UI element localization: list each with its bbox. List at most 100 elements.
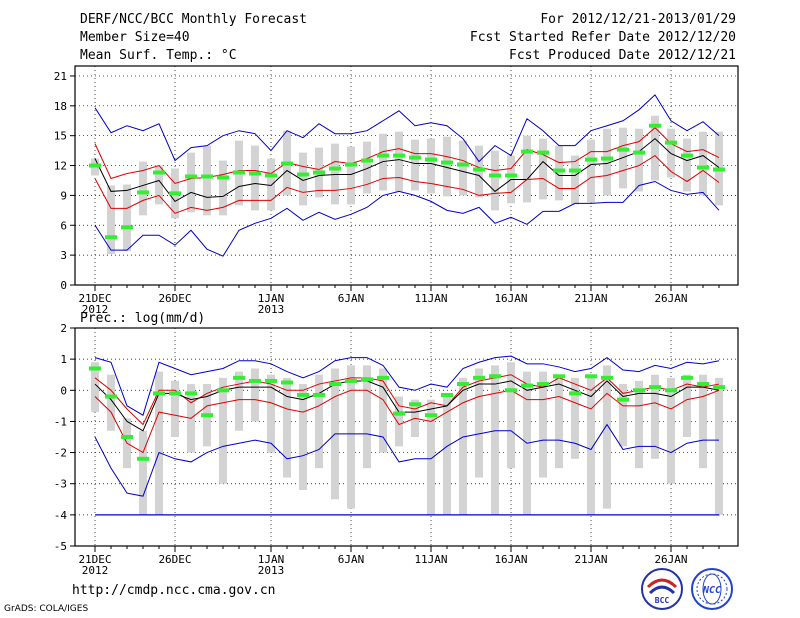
series-min [94,423,719,497]
observed-mark [137,190,149,195]
observed-mark [329,166,341,171]
observed-mark [89,366,101,371]
ensemble-box [571,377,579,459]
ensemble-box [635,380,643,469]
observed-mark [489,374,501,379]
y-tick-label: 15 [54,130,67,143]
y-tick-label: 0 [60,384,67,397]
observed-mark [297,392,309,397]
observed-mark [393,153,405,158]
observed-mark [217,175,229,180]
observed-mark [489,173,501,178]
series-median [94,138,720,203]
observed-mark [249,378,261,383]
ensemble-box [219,160,227,216]
observed-mark [137,456,149,461]
y-tick-label: -5 [54,540,67,553]
observed-mark [649,123,661,128]
source-url[interactable]: http://cmdp.ncc.cma.gov.cn [72,583,276,598]
grads-credit: GrADS: COLA/IGES [4,604,89,614]
precip-variable-label: Prec.: log(mm/d) [80,311,206,326]
ncc-logo: NCC [691,568,733,610]
observed-mark [585,157,597,162]
ensemble-box [651,115,659,181]
ensemble-box [619,384,627,447]
observed-mark [313,392,325,397]
svg-text:NCC: NCC [702,585,721,596]
observed-mark [281,161,293,166]
x-tick-label: 26JAN [654,292,687,305]
ensemble-box [187,152,195,213]
member-size: Member Size=40 [80,30,190,45]
x-tick-year-label: 2013 [258,303,285,316]
ensemble-box [491,150,499,211]
ensemble-box [475,368,483,478]
observed-mark [553,168,565,173]
ensemble-box [299,384,307,490]
ensemble-box [251,368,259,422]
observed-mark [505,388,517,393]
observed-mark [537,382,549,387]
observed-mark [585,374,597,379]
plot-frame [74,65,739,286]
ensemble-box [395,396,403,447]
observed-mark [201,413,213,418]
y-tick-label: -4 [54,509,68,522]
y-tick-label: 1 [60,353,67,366]
series-upper_inner [94,127,720,185]
x-tick-label: 26DEC [158,292,191,305]
ensemble-box [107,374,115,431]
observed-mark [601,156,613,161]
observed-mark [681,153,693,158]
ensemble-box [363,365,371,469]
observed-mark [233,170,245,175]
observed-mark [569,391,581,396]
observed-mark [409,155,421,160]
observed-mark [537,150,549,155]
ensemble-box [139,430,147,515]
y-tick-label: -3 [54,478,67,491]
observed-mark [105,394,117,399]
observed-mark [233,375,245,380]
observed-mark [505,173,517,178]
observed-mark [217,388,229,393]
ensemble-box [507,362,515,469]
observed-mark [665,388,677,393]
ensemble-box [139,161,147,216]
observed-mark [569,168,581,173]
y-tick-label: 6 [60,219,67,232]
observed-mark [441,392,453,397]
observed-mark [377,375,389,380]
svg-text:BCC: BCC [655,596,670,605]
ensemble-box [155,371,163,515]
bcc-logo: BCC [641,568,683,610]
ensemble-box [395,131,403,192]
x-tick-label: 21DEC [78,292,111,305]
observed-mark [105,235,117,240]
observed-mark [153,391,165,396]
observed-mark [521,149,533,154]
ensemble-box [603,128,611,196]
ensemble-box [443,136,451,197]
ensemble-box [459,377,467,515]
x-tick-label: 26JAN [654,553,687,566]
ensemble-box [251,145,259,211]
observed-mark [617,147,629,152]
ensemble-box [651,374,659,459]
ensemble-box [635,128,643,192]
x-tick-label: 1JAN [258,553,285,566]
ensemble-box [571,155,579,205]
y-tick-label: 0 [60,279,67,292]
y-tick-label: 18 [54,100,67,113]
observed-mark [425,157,437,162]
observed-mark [393,411,405,416]
x-tick-label: 6JAN [338,553,365,566]
observed-mark [457,382,469,387]
forecast-produced-date: Fcst Produced Date 2012/12/21 [509,48,736,63]
ensemble-box [539,371,547,478]
ensemble-box [299,152,307,206]
observed-mark [329,382,341,387]
observed-mark [649,385,661,390]
series-min [94,180,720,257]
